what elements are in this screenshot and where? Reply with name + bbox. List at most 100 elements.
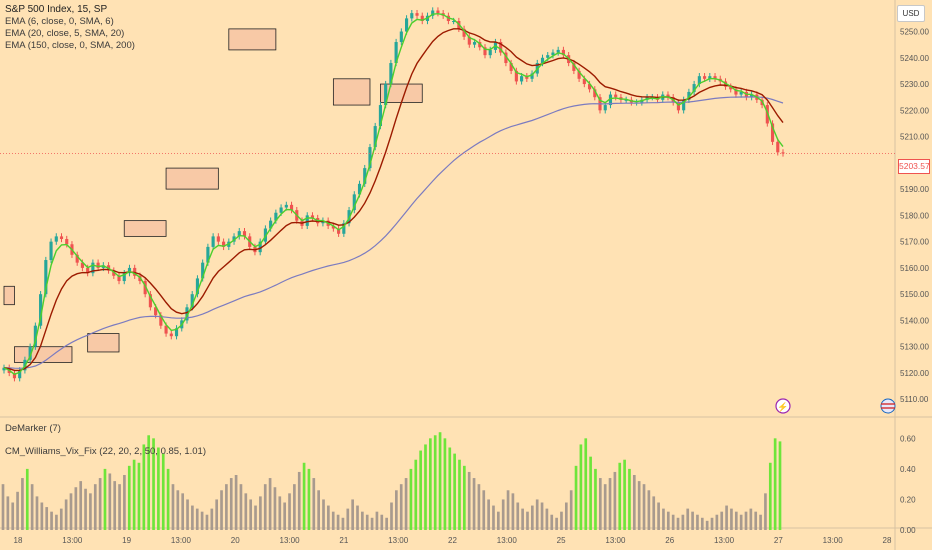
candle-body bbox=[499, 42, 503, 53]
study-ema-20[interactable]: EMA (20, close, 5, SMA, 20) bbox=[5, 28, 125, 39]
histogram-bar bbox=[234, 475, 238, 530]
histogram-bar bbox=[98, 478, 102, 530]
chart-legend: S&P 500 Index, 15, SP EMA (6, close, 0, … bbox=[5, 4, 135, 52]
candle-body bbox=[174, 328, 179, 337]
candle-body bbox=[415, 13, 419, 16]
candle-body bbox=[122, 273, 126, 282]
vix-fix-histogram[interactable] bbox=[1, 432, 782, 530]
candle-body bbox=[713, 76, 717, 79]
histogram-bar bbox=[710, 517, 714, 530]
histogram-bar bbox=[375, 511, 379, 530]
price-tick-label: 5160.00 bbox=[900, 264, 929, 273]
time-tick-label: 13:00 bbox=[714, 536, 735, 545]
candles[interactable] bbox=[2, 7, 785, 382]
time-axis[interactable]: 18 13:00 19 13:00 20 13:00 21 13:00 22 13:00 25 13:… bbox=[14, 536, 892, 545]
histogram-bar bbox=[297, 471, 301, 530]
indicator-tick-label: 0.00 bbox=[900, 526, 916, 535]
candle-body bbox=[750, 94, 754, 98]
histogram-bar bbox=[628, 468, 631, 530]
histogram-bar bbox=[137, 462, 141, 530]
histogram-bar bbox=[443, 438, 447, 530]
histogram-bar bbox=[594, 468, 597, 530]
candle-body bbox=[368, 147, 372, 169]
histogram-bar bbox=[317, 490, 320, 530]
price-tick-label: 5220.00 bbox=[900, 106, 929, 115]
supply-demand-zone bbox=[165, 167, 219, 190]
histogram-bar bbox=[574, 465, 578, 530]
supply-demand-zone bbox=[3, 285, 15, 306]
candle-body bbox=[39, 294, 43, 326]
flag-icon[interactable] bbox=[880, 398, 896, 414]
indicator-tick-label: 0.60 bbox=[900, 434, 916, 443]
ema-150-line bbox=[3, 96, 784, 369]
histogram-bar bbox=[254, 505, 257, 530]
candle-body bbox=[405, 18, 409, 32]
histogram-bar bbox=[671, 514, 675, 530]
histogram-bar bbox=[380, 514, 384, 530]
histogram-bar bbox=[278, 496, 282, 530]
candle-body bbox=[211, 236, 215, 247]
candle-body bbox=[483, 47, 487, 56]
histogram-bar bbox=[293, 484, 296, 530]
vix-fix-label[interactable]: CM_Williams_Vix_Fix (22, 20, 2, 50, 0.85… bbox=[5, 446, 206, 457]
candle-body bbox=[373, 126, 377, 148]
histogram-bar bbox=[215, 499, 219, 530]
histogram-bar bbox=[259, 496, 262, 530]
candle-body bbox=[614, 94, 618, 98]
currency-button[interactable]: USD bbox=[897, 5, 925, 22]
histogram-bar bbox=[419, 450, 422, 530]
candle-body bbox=[310, 215, 315, 219]
candle-body bbox=[28, 346, 32, 360]
histogram-bar bbox=[166, 468, 170, 530]
histogram-bar bbox=[482, 490, 486, 530]
time-tick-label: 13:00 bbox=[388, 536, 409, 545]
candle-body bbox=[54, 236, 58, 242]
price-tick-label: 5150.00 bbox=[900, 290, 929, 299]
candle-body bbox=[65, 239, 69, 245]
candle-body bbox=[284, 204, 288, 208]
event-marker[interactable] bbox=[775, 398, 791, 414]
candle-body bbox=[190, 294, 194, 308]
histogram-bar bbox=[283, 502, 286, 530]
study-ema-150[interactable]: EMA (150, close, 0, SMA, 200) bbox=[5, 40, 135, 51]
price-axis[interactable]: 5250.005240.005230.005220.005210.005200.… bbox=[900, 28, 929, 405]
candle-body bbox=[540, 57, 545, 64]
symbol-title[interactable]: S&P 500 Index, 15, SP bbox=[5, 4, 108, 15]
histogram-bar bbox=[50, 511, 53, 530]
histogram-bar bbox=[589, 456, 592, 530]
histogram-bar bbox=[696, 514, 699, 530]
candle-body bbox=[478, 42, 482, 48]
histogram-bar bbox=[424, 444, 427, 530]
study-ema-6[interactable]: EMA (6, close, 0, SMA, 6) bbox=[5, 16, 114, 27]
candle-body bbox=[525, 76, 529, 79]
candle-body bbox=[556, 49, 560, 53]
histogram-bar bbox=[69, 493, 73, 530]
supply-demand-zone bbox=[332, 78, 371, 106]
histogram-bar bbox=[399, 484, 403, 530]
histogram-bar bbox=[623, 459, 626, 530]
histogram-bar bbox=[220, 490, 223, 530]
candle-body bbox=[682, 99, 686, 111]
histogram-bar bbox=[516, 502, 520, 530]
demarker-label[interactable]: DeMarker (7) bbox=[5, 423, 61, 434]
candle-body bbox=[96, 262, 100, 268]
time-tick-label: 13:00 bbox=[823, 536, 844, 545]
candle-body bbox=[18, 370, 22, 379]
candle-body bbox=[389, 63, 393, 85]
candle-body bbox=[86, 267, 90, 274]
histogram-bar bbox=[700, 517, 704, 530]
histogram-bar bbox=[25, 468, 29, 530]
supply-demand-zone bbox=[14, 346, 73, 363]
histogram-bar bbox=[302, 462, 306, 530]
histogram-bar bbox=[113, 481, 117, 530]
histogram-bar bbox=[730, 508, 733, 530]
histogram-bar bbox=[453, 453, 456, 530]
histogram-bar bbox=[331, 511, 335, 530]
histogram-bar bbox=[16, 491, 19, 530]
price-tick-label: 5250.00 bbox=[900, 28, 929, 37]
candle-body bbox=[12, 372, 17, 379]
candle-body bbox=[577, 70, 581, 79]
histogram-bar bbox=[463, 465, 466, 530]
candle-body bbox=[363, 168, 367, 184]
